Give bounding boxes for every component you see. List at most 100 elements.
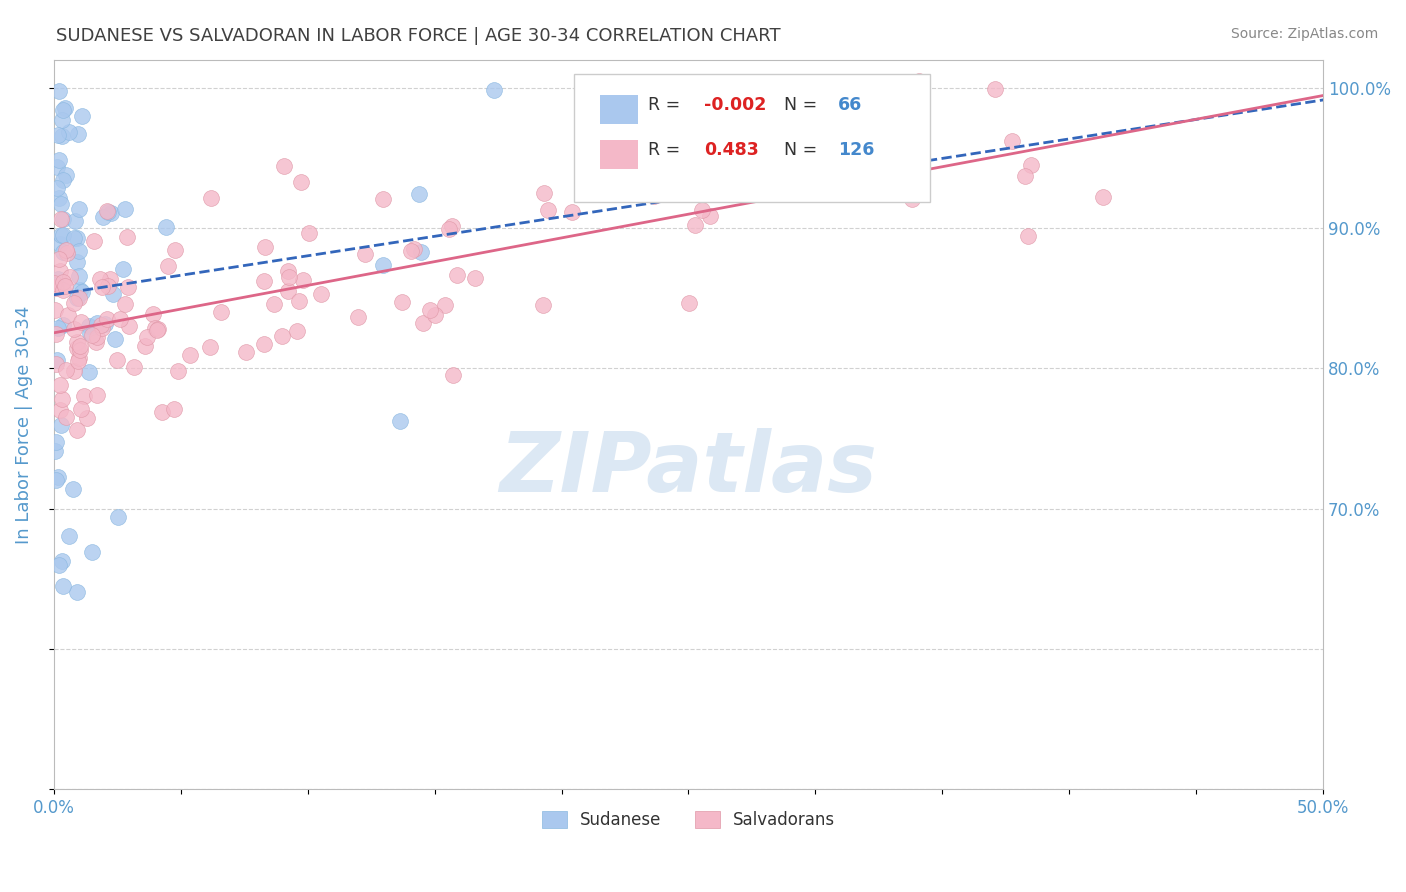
- Point: [94, 317, 117, 331]
- Point: [56, 308, 79, 322]
- Point: [77, 319, 100, 334]
- Point: [437, 221, 460, 235]
- Point: [107, 509, 129, 524]
- Point: [859, 173, 882, 187]
- Point: [683, 218, 706, 232]
- Point: [44, 280, 66, 294]
- Point: [66, 127, 89, 141]
- Point: [69, 283, 91, 297]
- Point: [402, 242, 425, 256]
- Point: [388, 414, 411, 428]
- Point: [537, 203, 560, 218]
- Point: [63, 213, 86, 227]
- Point: [66, 341, 89, 355]
- Point: [1017, 229, 1039, 244]
- Point: [67, 244, 90, 259]
- Point: [51, 112, 73, 127]
- Point: [145, 322, 167, 336]
- Point: [73, 389, 96, 403]
- Point: [810, 120, 832, 135]
- Point: [45, 473, 67, 487]
- Point: [51, 173, 73, 187]
- Point: [896, 184, 918, 198]
- Point: [49, 403, 72, 417]
- Point: [117, 229, 139, 244]
- Point: [167, 364, 190, 378]
- Point: [76, 411, 98, 425]
- Point: [179, 348, 201, 362]
- Text: N =: N =: [783, 141, 823, 160]
- Point: [441, 368, 464, 383]
- Point: [66, 231, 89, 245]
- Point: [62, 483, 84, 497]
- Point: [561, 205, 583, 219]
- Point: [1014, 169, 1036, 183]
- Point: [51, 129, 73, 144]
- Point: [66, 291, 89, 305]
- Point: [51, 392, 73, 407]
- Point: [373, 192, 395, 206]
- Point: [67, 354, 90, 368]
- Point: [49, 417, 72, 432]
- Point: [67, 291, 90, 305]
- Point: [63, 322, 86, 336]
- Point: [100, 272, 122, 286]
- Point: [69, 339, 91, 353]
- Text: 66: 66: [838, 96, 862, 114]
- Point: [86, 316, 108, 330]
- Point: [297, 226, 319, 240]
- Point: [52, 103, 75, 117]
- Point: [408, 186, 430, 201]
- Point: [1019, 158, 1042, 172]
- Point: [63, 296, 86, 310]
- Legend: Sudanese, Salvadorans: Sudanese, Salvadorans: [536, 804, 842, 836]
- Point: [86, 330, 108, 344]
- Point: [69, 343, 91, 358]
- Point: [52, 283, 75, 297]
- Point: [46, 470, 69, 484]
- Point: [157, 259, 180, 273]
- Point: [44, 303, 66, 318]
- Point: [347, 310, 370, 324]
- Text: ZIPatlas: ZIPatlas: [499, 427, 877, 508]
- Point: [46, 180, 69, 194]
- Point: [163, 243, 186, 257]
- FancyBboxPatch shape: [599, 140, 638, 169]
- Point: [79, 326, 101, 341]
- Point: [482, 82, 505, 96]
- Point: [112, 261, 135, 276]
- Text: SUDANESE VS SALVADORAN IN LABOR FORCE | AGE 30-34 CORRELATION CHART: SUDANESE VS SALVADORAN IN LABOR FORCE | …: [56, 27, 780, 45]
- Point: [107, 352, 129, 367]
- Point: [55, 363, 77, 377]
- Point: [1001, 134, 1024, 148]
- Point: [292, 273, 315, 287]
- Point: [51, 212, 73, 227]
- Text: Source: ZipAtlas.com: Source: ZipAtlas.com: [1230, 27, 1378, 41]
- Point: [49, 378, 72, 392]
- Point: [55, 168, 77, 182]
- Point: [143, 320, 166, 334]
- Point: [58, 529, 80, 543]
- Point: [84, 334, 107, 349]
- Point: [907, 73, 929, 87]
- Point: [100, 206, 122, 220]
- Point: [72, 285, 94, 300]
- Point: [63, 364, 86, 378]
- Point: [104, 332, 127, 346]
- Point: [271, 328, 294, 343]
- Point: [200, 191, 222, 205]
- Point: [464, 270, 486, 285]
- Point: [45, 160, 67, 174]
- Point: [142, 307, 165, 321]
- Point: [83, 235, 105, 249]
- Point: [67, 202, 90, 216]
- Point: [371, 259, 394, 273]
- Point: [51, 276, 73, 290]
- Point: [53, 101, 76, 115]
- Point: [63, 231, 86, 245]
- Point: [52, 212, 75, 227]
- Text: -0.002: -0.002: [704, 96, 766, 114]
- Point: [97, 204, 120, 219]
- Point: [45, 326, 67, 341]
- Point: [52, 578, 75, 592]
